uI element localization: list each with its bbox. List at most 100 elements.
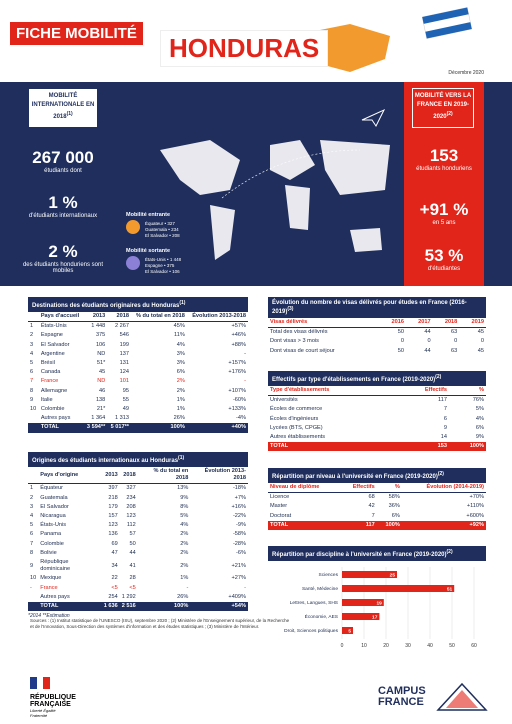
source-sup: (1) [179, 300, 186, 306]
table-cell: +157% [228, 360, 246, 367]
table-cell: Bolivie [40, 549, 57, 556]
table-cell: 106 [95, 341, 106, 348]
table-cell: - [244, 350, 246, 357]
bar [342, 585, 455, 592]
table-cell: 0 [454, 338, 458, 345]
table-cell: Canada [40, 369, 61, 376]
table-cell: +7% [234, 494, 246, 501]
table-cell: 7 [371, 512, 375, 519]
table-cell: 0 [400, 338, 404, 345]
table-row: 7 Colombie 69 50 2% -28% [28, 540, 248, 549]
table-header-row: Visas délivrés 2016 2017 2018 2019 [268, 318, 486, 329]
table-cell: 34 [111, 562, 118, 569]
bar-value-label: 25 [390, 573, 396, 579]
visas-title-text: Évolution du nombre de visas délivrés po… [272, 300, 467, 315]
country-name: HONDURAS [160, 30, 329, 67]
table-cell: 45 [99, 369, 106, 376]
table-cell: 45 [477, 347, 484, 354]
france-mobility-box: MOBILITÉ VERS LA FRANCE EN 2019-2020(2) [412, 88, 474, 128]
table-cell [28, 602, 39, 612]
table-cell: 2% [176, 378, 185, 385]
table-cell: 26% [173, 415, 185, 422]
table-cell: Total des visas délivrés [270, 329, 328, 336]
table-cell: 1% [176, 406, 185, 413]
table-cell: 26% [177, 593, 189, 600]
table-cell: 22 [111, 575, 118, 582]
header-cell: 2016 [379, 318, 406, 329]
table-cell: 6 [443, 415, 447, 422]
international-mobility-label: MOBILITÉ INTERNATIONALE EN 2018 [31, 93, 95, 120]
table-cell: États-Unis [40, 323, 67, 330]
table-row: 4 Argentine ND 137 3% - [28, 350, 248, 359]
table-cell: 0 [427, 338, 431, 345]
establishments-title-text: Effectifs par type d'établissements en F… [272, 377, 436, 383]
table-cell: Nicaragua [40, 513, 66, 520]
header-cell: Type d'établissements [268, 386, 397, 397]
table-cell: 234 [126, 494, 136, 501]
table-cell: 137 [119, 350, 129, 357]
table-row: 6 Panama 136 57 2% -58% [28, 530, 248, 539]
bar [342, 627, 353, 634]
source-sup: (1) [178, 455, 185, 461]
inbound-item: Équateur • 327 [145, 221, 175, 226]
table-cell: +40% [186, 423, 248, 433]
table-cell: 100% [448, 442, 486, 452]
header-cell: % [376, 483, 402, 494]
table-cell: 8 [30, 387, 34, 394]
other-row: Autres pays 254 1 292 26% +409% [28, 593, 248, 602]
table-cell: Italie [40, 396, 53, 403]
levels-title-text: Répartition par niveau à l'université en… [272, 474, 438, 480]
table-cell: - [244, 378, 246, 385]
table-cell: France [40, 378, 59, 385]
table-note: *2014 **Estimation [28, 613, 70, 620]
table-cell: - [244, 584, 246, 591]
table-cell: 7 [443, 406, 447, 413]
table-cell: 5% [475, 406, 484, 413]
table-cell: +107% [228, 387, 246, 394]
source-sup: (2) [446, 549, 453, 555]
table-cell: 5% [180, 513, 189, 520]
table-cell: 44 [424, 329, 431, 336]
table-cell: 2% [176, 387, 185, 394]
table-cell: +92% [401, 520, 486, 531]
table-cell [28, 593, 38, 602]
origins-title: Origines des étudiants internationaux au… [28, 452, 248, 467]
table-cell [28, 414, 39, 423]
table-cell: 50 [129, 540, 136, 547]
header-cell: 2013 [83, 312, 108, 323]
table-cell: 1 313 [114, 415, 129, 422]
table-cell: Autres établissements [270, 434, 326, 441]
table-cell: Colombie [40, 406, 65, 413]
table-cell: ND [97, 378, 106, 385]
table-cell: +176% [228, 369, 246, 376]
table-cell: 123 [108, 522, 118, 529]
table-cell: 95 [122, 387, 129, 394]
table-header-row: Pays d'origine 2013 2018% du total en 2018… [28, 467, 248, 485]
inbound-title: Mobilité entrante [126, 212, 171, 218]
table-cell: 1 636 [101, 602, 120, 612]
table-row: 5 Brésil 51* 131 3% +157% [28, 359, 248, 368]
table-cell: Argentine [40, 350, 65, 357]
bar [342, 599, 384, 606]
france-word: FRANCE [378, 696, 424, 708]
table-row: Master 42 36% +110% [268, 502, 486, 511]
table-row: 9 Italie 138 55 1% -60% [28, 396, 248, 405]
table-cell: Panama [40, 531, 62, 538]
table-cell: 68 [368, 494, 375, 501]
table-cell: 100% [137, 602, 191, 612]
table-cell: 7 [30, 540, 34, 547]
table-cell: 55 [122, 396, 129, 403]
table-row: 1 Équateur 397 327 13% -18% [28, 484, 248, 494]
republique-motto: Liberté Égalité Fraternité [30, 708, 56, 718]
destinations-table: Destinations des étudiants originaires d… [28, 297, 248, 433]
bar [342, 613, 380, 620]
table-row: 9 République dominicaine 34 41 2% +21% [28, 558, 248, 574]
disciplines-title-text: Répartition par discipline à l'universit… [272, 552, 447, 558]
table-cell: 123 [126, 513, 136, 520]
table-cell: France [40, 584, 58, 591]
establishments-table: Effectifs par type d'établissements en F… [268, 371, 486, 452]
table-cell: 1 [30, 323, 34, 330]
table-cell: +409% [228, 593, 246, 600]
x-tick-label: 60 [471, 643, 477, 649]
campus-france-mark-icon [436, 682, 488, 711]
